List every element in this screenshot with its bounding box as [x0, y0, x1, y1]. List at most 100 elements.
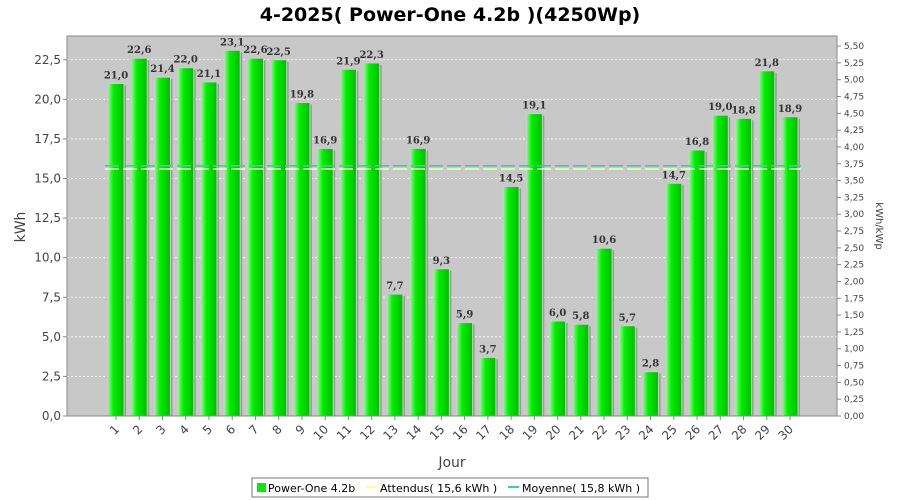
- y-tick-label: 2,5: [42, 369, 61, 383]
- bar-day-19: [525, 113, 543, 417]
- y2-tick-label: 1,75: [844, 294, 864, 304]
- data-label: 7,7: [386, 281, 403, 292]
- bar-day-7: [246, 57, 264, 417]
- bar-day-9: [293, 102, 311, 417]
- y-axis-label: kWh: [13, 212, 29, 243]
- y-tick-label: 7,5: [42, 290, 61, 304]
- x-tick-label: 20: [543, 422, 564, 443]
- data-label: 10,6: [592, 235, 616, 246]
- data-label: 22,3: [359, 50, 383, 61]
- y2-tick-label: 4,50: [844, 109, 864, 119]
- bar-day-28: [735, 117, 753, 417]
- chart-title: 4-2025( Power-One 4.2b )(4250Wp): [260, 4, 641, 26]
- y-tick-label: 20,0: [34, 92, 61, 106]
- data-label: 21,4: [150, 64, 174, 75]
- y-tick-label: 10,0: [34, 251, 61, 265]
- y2-tick-label: 1,25: [844, 328, 864, 338]
- x-axis: 1 2 3 4 5 6 7 8 9 10 11 12 13 14 15 16 17 18 19 20 21 22 23 24 2…: [67, 415, 837, 443]
- x-tick-label: 15: [427, 422, 448, 443]
- y-tick-label: 15,0: [34, 172, 61, 186]
- y2-tick-label: 2,75: [844, 227, 864, 237]
- bar-day-20: [549, 320, 567, 417]
- x-tick-label: 6: [223, 422, 238, 437]
- data-label: 18,8: [731, 105, 755, 116]
- data-label: 21,8: [755, 58, 779, 69]
- y2-tick-label: 5,00: [844, 76, 864, 86]
- data-label: 14,7: [662, 170, 686, 181]
- bar-day-26: [688, 149, 706, 417]
- x-tick-label: 22: [589, 422, 610, 443]
- bar-day-2: [130, 57, 148, 417]
- data-label: 16,9: [406, 135, 430, 146]
- x-axis-label: Jour: [437, 455, 466, 471]
- bar-day-30: [781, 116, 799, 417]
- data-label: 16,9: [313, 135, 337, 146]
- y-tick-label: 22,5: [34, 53, 61, 67]
- y2-axis: 0,00 0,25 0,50 0,75 1,00 1,25 1,50 1,75 2,00 2,25…: [836, 36, 864, 422]
- data-label: 18,9: [778, 104, 802, 115]
- data-label: 16,8: [685, 137, 709, 148]
- data-label: 19,1: [522, 101, 546, 112]
- y-axis: 0,0 2,5 5,0 7,5 10,0 12,5 15,0 17,5 20,0 22,5: [34, 36, 68, 423]
- x-tick-label: 23: [613, 422, 634, 443]
- y2-tick-label: 1,50: [844, 311, 864, 321]
- bar-day-23: [618, 325, 636, 417]
- legend-label-power-one: Power-One 4.2b: [268, 482, 355, 495]
- data-label: 5,7: [619, 313, 636, 324]
- x-tick-label: 25: [659, 422, 680, 443]
- x-tick-label: 29: [752, 422, 773, 443]
- bar-day-25: [665, 182, 683, 417]
- y2-tick-label: 2,00: [844, 277, 864, 287]
- legend-swatch-power-one: [257, 483, 266, 492]
- data-label: 6,0: [549, 308, 566, 319]
- data-label: 5,9: [456, 310, 473, 321]
- y2-tick-label: 4,00: [844, 143, 864, 153]
- x-tick-label: 26: [682, 422, 703, 443]
- data-label: 19,8: [290, 90, 314, 101]
- data-label: 22,6: [127, 45, 151, 56]
- bars: [107, 49, 800, 417]
- x-tick-label: 27: [706, 422, 727, 443]
- x-tick-label: 9: [293, 422, 308, 437]
- x-tick-label: 8: [270, 422, 285, 437]
- bar-day-16: [456, 322, 474, 417]
- x-tick-label: 13: [380, 422, 401, 443]
- bar-day-3: [153, 76, 171, 417]
- x-tick-label: 17: [473, 422, 494, 443]
- data-label: 2,8: [642, 359, 659, 370]
- bar-day-14: [409, 147, 427, 417]
- bar-day-18: [502, 185, 520, 417]
- y2-tick-label: 1,00: [844, 345, 864, 355]
- data-label: 22,6: [243, 45, 267, 56]
- x-tick-label: 24: [636, 422, 657, 443]
- bar-day-8: [270, 59, 288, 417]
- bar-day-1: [107, 83, 125, 417]
- bar-day-12: [363, 62, 381, 417]
- bar-day-22: [595, 247, 613, 417]
- y2-tick-label: 4,75: [844, 93, 864, 103]
- x-tick-label: 3: [153, 422, 168, 437]
- x-tick-label: 21: [566, 422, 587, 443]
- y2-tick-label: 2,25: [844, 261, 864, 271]
- y2-tick-label: 3,75: [844, 160, 864, 170]
- y2-tick-label: 5,50: [844, 42, 864, 52]
- y2-tick-label: 2,50: [844, 244, 864, 254]
- data-label: 21,0: [104, 71, 128, 82]
- legend-label-moyenne: Moyenne( 15,8 kWh ): [522, 482, 640, 495]
- legend-box: [251, 477, 649, 498]
- x-tick-label: 30: [775, 422, 796, 443]
- x-tick-label: 18: [497, 422, 518, 443]
- bar-day-15: [432, 268, 450, 417]
- y2-tick-label: 3,50: [844, 177, 864, 187]
- y2-tick-label: 5,25: [844, 59, 864, 69]
- data-label: 14,5: [499, 173, 523, 184]
- bar-day-11: [339, 68, 357, 417]
- data-label: 3,7: [479, 344, 496, 355]
- y2-tick-label: 0,00: [844, 412, 864, 422]
- y2-tick-label: 4,25: [844, 126, 864, 136]
- bar-day-21: [572, 323, 590, 417]
- y2-axis-label: kWh/kWp: [873, 202, 884, 249]
- x-tick-label: 11: [334, 422, 355, 443]
- x-tick-label: 19: [520, 422, 541, 443]
